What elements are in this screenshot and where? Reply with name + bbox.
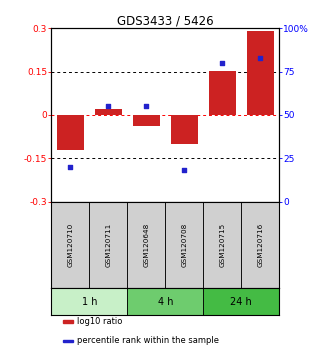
Text: GSM120648: GSM120648 [143,223,149,267]
Bar [247,31,273,115]
Point [182,167,187,173]
Bar [171,115,198,144]
Text: 4 h: 4 h [158,297,173,307]
Text: GSM120711: GSM120711 [105,223,111,267]
Text: log10 ratio: log10 ratio [77,317,123,326]
Bar [165,201,203,288]
Bar [133,115,160,126]
Text: GSM120708: GSM120708 [181,223,187,267]
Bar [63,340,73,342]
Text: GSM120715: GSM120715 [219,223,225,267]
Point [220,60,225,66]
Bar [51,288,127,315]
Bar [63,320,73,323]
Text: percentile rank within the sample: percentile rank within the sample [77,336,219,346]
Bar [51,201,89,288]
Point [106,103,111,109]
Bar [241,201,279,288]
Bar [95,109,122,115]
Bar [89,201,127,288]
Point [144,103,149,109]
Text: 24 h: 24 h [230,297,252,307]
Text: 1 h: 1 h [82,297,97,307]
Title: GDS3433 / 5426: GDS3433 / 5426 [117,14,214,27]
Bar [127,201,165,288]
Point [258,55,263,61]
Text: GSM120710: GSM120710 [67,223,74,267]
Point [68,164,73,170]
Bar [203,288,279,315]
Bar [57,115,84,150]
Bar [203,201,241,288]
Bar [209,71,236,115]
Bar [127,288,203,315]
Text: GSM120716: GSM120716 [257,223,263,267]
